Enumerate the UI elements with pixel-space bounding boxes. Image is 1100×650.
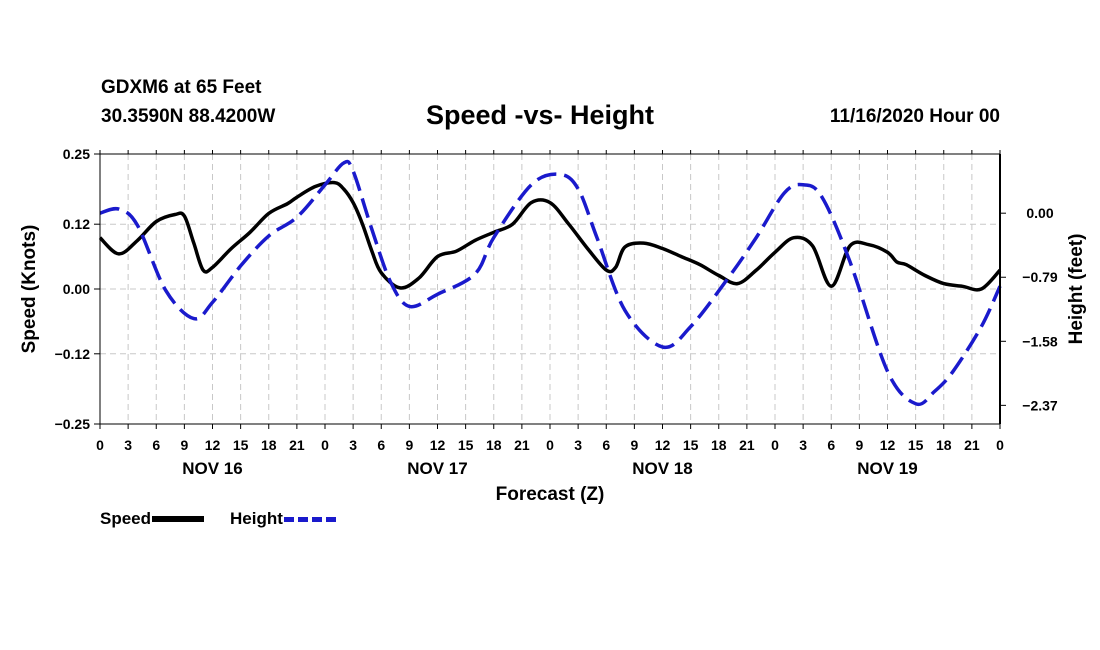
axes	[94, 150, 1006, 429]
x-tick-label: 3	[574, 437, 582, 453]
y-tick-label: 0.25	[63, 146, 90, 162]
x-tick-label: 15	[683, 437, 699, 453]
x-tick-label: 21	[964, 437, 980, 453]
y2-tick-label: −2.37	[1022, 397, 1058, 413]
legend-height: Height	[230, 509, 336, 529]
x-tick-label: 12	[205, 437, 221, 453]
station-coordinates: 30.3590N 88.4200W	[101, 106, 276, 127]
x-tick-label: 21	[514, 437, 530, 453]
x-tick-label: 21	[289, 437, 305, 453]
x-tick-label: 6	[377, 437, 385, 453]
y-tick-label: −0.12	[55, 346, 91, 362]
series-layer	[98, 159, 1002, 407]
run-datetime: 11/16/2020 Hour 00	[829, 106, 1000, 127]
x-tick-label: 12	[430, 437, 446, 453]
x-tick-label: 18	[711, 437, 727, 453]
x-tick-label: 18	[261, 437, 277, 453]
x-tick-label: 15	[233, 437, 249, 453]
grid-lines	[100, 154, 1000, 424]
x-tick-label: 18	[486, 437, 502, 453]
x-tick-label: 0	[996, 437, 1004, 453]
day-label: NOV 16	[182, 459, 242, 478]
legend-speed: Speed	[100, 509, 205, 529]
y2-axis-title: Height (feet)	[1066, 234, 1087, 345]
x-tick-label: 3	[349, 437, 357, 453]
day-label: NOV 19	[857, 459, 917, 478]
x-tick-label: 9	[855, 437, 863, 453]
axis-labels: 0 3 6 9 12 15 18 21 0 3 6 9 12 15 18 21 0 3 6 9 12 15 18 21 0 3 6 9…	[19, 146, 1087, 505]
legend-speed-label: Speed	[100, 509, 152, 528]
x-tick-label: 9	[180, 437, 188, 453]
x-tick-label: 12	[655, 437, 671, 453]
x-tick-label: 9	[405, 437, 413, 453]
day-label: NOV 18	[632, 459, 692, 478]
x-tick-label: 0	[771, 437, 779, 453]
chart-title: Speed -vs- Height	[426, 100, 655, 130]
x-tick-label: 6	[152, 437, 160, 453]
y-tick-label: −0.25	[55, 416, 91, 432]
x-tick-label: 21	[739, 437, 755, 453]
y2-tick-label: 0.00	[1026, 205, 1053, 221]
x-tick-label: 3	[799, 437, 807, 453]
y2-tick-label: −1.58	[1022, 333, 1058, 349]
y-axis-title: Speed (Knots)	[19, 225, 40, 354]
x-tick-label: 12	[880, 437, 896, 453]
x-axis-title: Forecast (Z)	[496, 484, 605, 505]
x-tick-label: 18	[936, 437, 952, 453]
x-tick-label: 6	[827, 437, 835, 453]
legend-height-label: Height	[230, 509, 283, 528]
legend-height-swatch	[283, 516, 336, 522]
legend-speed-swatch	[152, 516, 205, 522]
height-series-line	[99, 159, 1002, 407]
x-tick-label: 9	[630, 437, 638, 453]
y-tick-label: 0.00	[63, 281, 90, 297]
y-tick-label: 0.12	[63, 216, 90, 232]
x-tick-label: 3	[124, 437, 132, 453]
x-tick-label: 15	[908, 437, 924, 453]
x-tick-label: 0	[321, 437, 329, 453]
x-tick-label: 6	[602, 437, 610, 453]
speed-series-line	[98, 180, 1002, 292]
x-tick-label: 15	[458, 437, 474, 453]
day-label: NOV 17	[407, 459, 467, 478]
x-tick-label: 0	[546, 437, 554, 453]
station-name: GDXM6 at 65 Feet	[101, 77, 262, 98]
y2-tick-label: −0.79	[1022, 269, 1058, 285]
x-tick-label: 0	[96, 437, 104, 453]
